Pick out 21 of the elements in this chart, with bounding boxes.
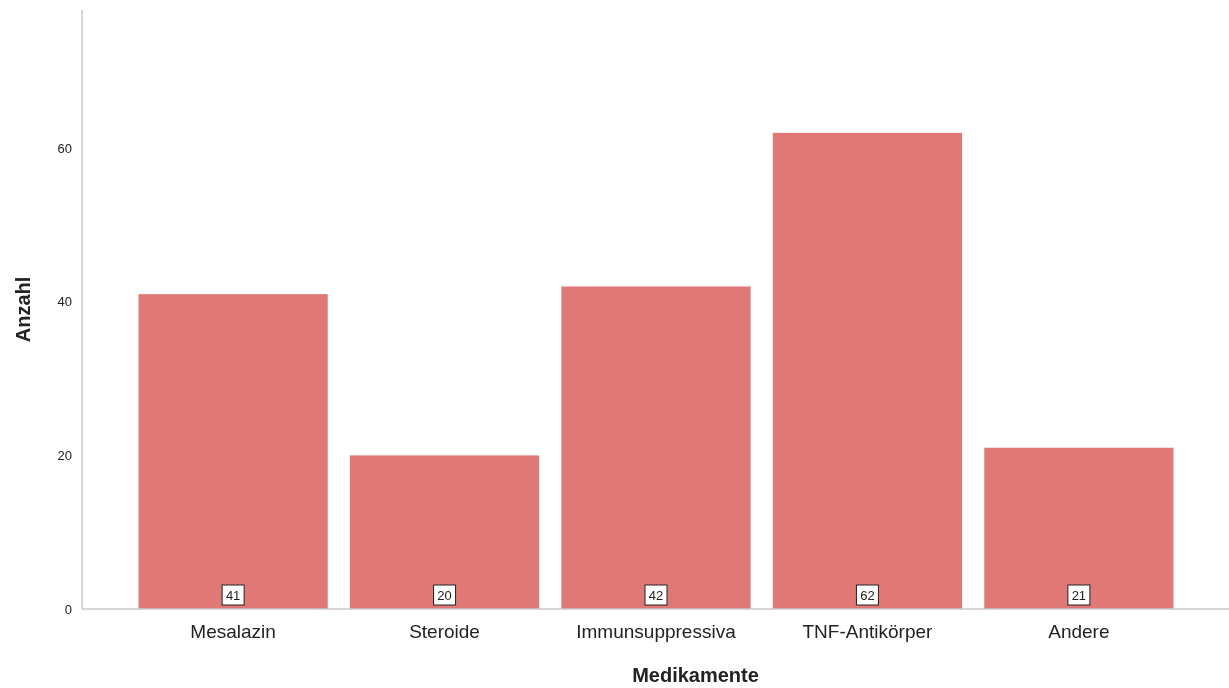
bar — [349, 455, 540, 609]
data-label: 42 — [648, 587, 664, 603]
data-label: 62 — [860, 587, 875, 603]
y-tick-label: 20 — [57, 447, 72, 463]
x-axis-title: Medikamente — [632, 664, 759, 686]
x-tick-label: Mesalazin — [190, 621, 276, 642]
y-tick-label: 60 — [57, 140, 72, 156]
x-tick-label: Steroide — [409, 621, 480, 642]
data-label: 20 — [437, 587, 452, 603]
bar — [984, 447, 1174, 609]
y-tick-label: 40 — [57, 294, 72, 310]
x-tick-label: Andere — [1048, 621, 1110, 642]
x-tick-label: Immunsuppressiva — [576, 621, 737, 642]
y-axis-title: Anzahl — [12, 276, 34, 343]
bar — [138, 294, 328, 609]
bar — [772, 132, 963, 609]
x-tick-label: TNF-Antikörper — [802, 621, 934, 642]
bar — [561, 286, 751, 609]
data-label: 21 — [1071, 587, 1087, 603]
y-tick-label: 0 — [64, 601, 72, 617]
data-label: 41 — [225, 587, 241, 603]
